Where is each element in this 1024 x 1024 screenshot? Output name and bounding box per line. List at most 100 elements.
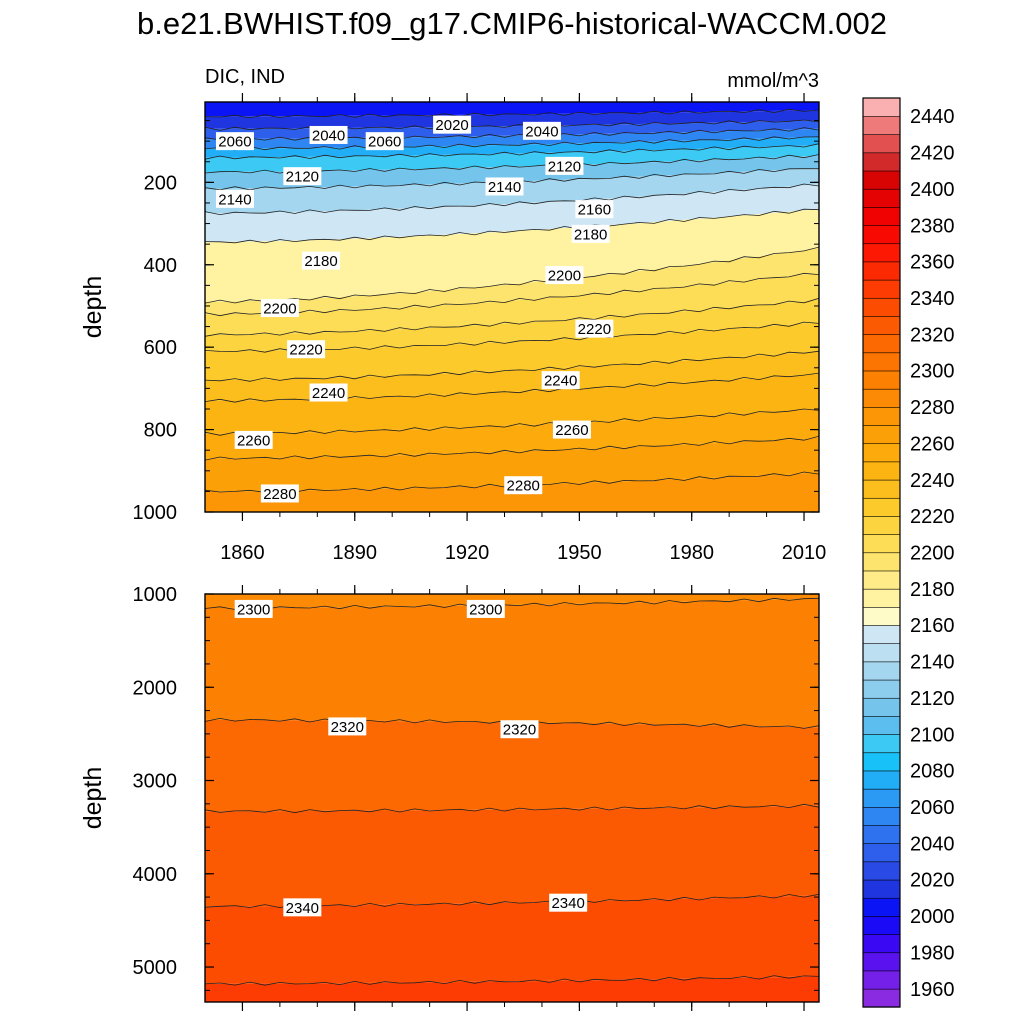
- contour-line: [205, 136, 819, 151]
- colorbar-tick-label: 2140: [910, 652, 955, 674]
- colorbar-swatch: [862, 643, 901, 663]
- svg-text:2340: 2340: [551, 895, 584, 912]
- colorbar-tick-label: 2260: [910, 433, 955, 455]
- contour-band: [205, 437, 819, 492]
- svg-text:2340: 2340: [286, 900, 319, 917]
- svg-text:2120: 2120: [548, 158, 581, 175]
- colorbar-tick-label: 2280: [910, 397, 955, 419]
- colorbar-swatch: [862, 352, 901, 372]
- contour-label: 2260: [234, 430, 273, 449]
- colorbar-swatch: [862, 188, 901, 208]
- contour-label: 2020: [433, 115, 472, 134]
- upper-contour-lines: [205, 108, 819, 493]
- colorbar: 1960 1980 2000 2020 2040 2060 2080 2100 2120 2140…: [862, 97, 955, 1008]
- colorbar-swatch: [862, 788, 901, 808]
- contour-label: 2320: [500, 720, 539, 739]
- colorbar-tick-label: 2200: [910, 543, 955, 565]
- contour-band: [205, 248, 819, 315]
- contour-band: [205, 120, 819, 140]
- colorbar-swatch: [862, 279, 901, 299]
- y-tick-label: 4000: [133, 864, 178, 886]
- contour-line: [205, 803, 819, 814]
- colorbar-swatch: [862, 206, 901, 226]
- upper-right-label: mmol/m^3: [727, 70, 819, 92]
- svg-text:2280: 2280: [263, 486, 296, 503]
- contour-band: [205, 110, 819, 129]
- colorbar-swatch: [862, 952, 901, 972]
- contour-line: [205, 597, 819, 610]
- svg-text:2260: 2260: [555, 422, 588, 439]
- x-tick-label: 2010: [782, 542, 827, 564]
- contour-label: 2200: [545, 266, 584, 285]
- colorbar-tick-label: 2220: [910, 506, 955, 528]
- svg-text:2320: 2320: [503, 722, 536, 739]
- colorbar-swatch: [862, 115, 901, 135]
- svg-text:2180: 2180: [304, 253, 337, 270]
- colorbar-swatch: [862, 879, 901, 899]
- colorbar-swatch: [862, 315, 901, 335]
- colorbar-swatch: [862, 152, 901, 172]
- colorbar-swatch: [862, 824, 901, 844]
- contour-band: [205, 322, 819, 381]
- colorbar-swatch: [862, 388, 901, 408]
- colorbar-swatch: [862, 443, 901, 463]
- upper-plot-frame: [204, 101, 820, 513]
- colorbar-swatch: [862, 661, 901, 681]
- contour-band: [205, 128, 819, 149]
- colorbar-swatch: [862, 370, 901, 390]
- colorbar-tick-label: 2060: [910, 797, 955, 819]
- svg-text:2220: 2220: [289, 342, 322, 359]
- contour-label: 2220: [575, 319, 614, 338]
- colorbar-tick-label: 2400: [910, 179, 955, 201]
- colorbar-tick-label: 1960: [910, 979, 955, 1001]
- contour-label: 2120: [283, 167, 322, 186]
- colorbar-swatch: [862, 497, 901, 517]
- contour-line: [205, 435, 819, 461]
- contour-line: [205, 108, 819, 119]
- contour-label: 2180: [302, 251, 341, 270]
- contour-label: 2240: [541, 371, 580, 390]
- lower-filled-contours: [205, 594, 819, 1002]
- colorbar-tick-label: 2240: [910, 470, 955, 492]
- svg-text:2300: 2300: [469, 601, 502, 618]
- colorbar-swatch: [862, 424, 901, 445]
- colorbar-swatch: [862, 297, 901, 317]
- y-tick-label: 800: [144, 420, 177, 442]
- colorbar-swatch: [862, 534, 901, 554]
- colorbar-tick-label: 2360: [910, 252, 955, 274]
- svg-text:2220: 2220: [578, 321, 611, 338]
- contour-label: 2240: [309, 383, 348, 402]
- contour-label: 2200: [260, 299, 299, 318]
- colorbar-tick-label: 2440: [910, 106, 955, 128]
- colorbar-swatch: [862, 406, 901, 426]
- contour-band: [205, 594, 819, 608]
- contour-line: [205, 143, 819, 160]
- svg-text:2240: 2240: [312, 385, 345, 402]
- upper-filled-contours: [205, 102, 819, 512]
- contour-line: [205, 350, 819, 382]
- x-tick-label: 1920: [445, 542, 490, 564]
- contour-line: [205, 297, 819, 337]
- x-tick-label: 1860: [220, 542, 265, 564]
- colorbar-tick-label: 2180: [910, 579, 955, 601]
- contour-label: 2060: [365, 132, 404, 151]
- upper-left-label: DIC, IND: [205, 66, 285, 88]
- svg-text:2060: 2060: [368, 134, 401, 151]
- colorbar-tick-label: 2340: [910, 288, 955, 310]
- upper-panel: 2060 2040 2060 2020 2040 2120 2120 2140 2140 2160…: [79, 66, 826, 564]
- colorbar-swatch: [862, 461, 901, 481]
- contour-label: 2180: [571, 224, 610, 243]
- contour-label: 2300: [466, 599, 505, 618]
- upper-contour-labels: 2060 2040 2060 2020 2040 2120 2120 2140 2140 2160…: [215, 115, 614, 503]
- colorbar-tick-label: 2020: [910, 870, 955, 892]
- contour-label: 2260: [552, 420, 591, 439]
- colorbar-swatch: [862, 261, 901, 281]
- contour-line: [205, 119, 819, 131]
- contour-label: 2140: [485, 177, 524, 196]
- lower-contour-labels: 2300 2300 2320 2320 2340 2340: [234, 599, 588, 917]
- contour-line: [205, 975, 819, 986]
- colorbar-swatch: [862, 806, 901, 826]
- y-tick-label: 5000: [133, 957, 178, 979]
- colorbar-swatch: [862, 606, 901, 626]
